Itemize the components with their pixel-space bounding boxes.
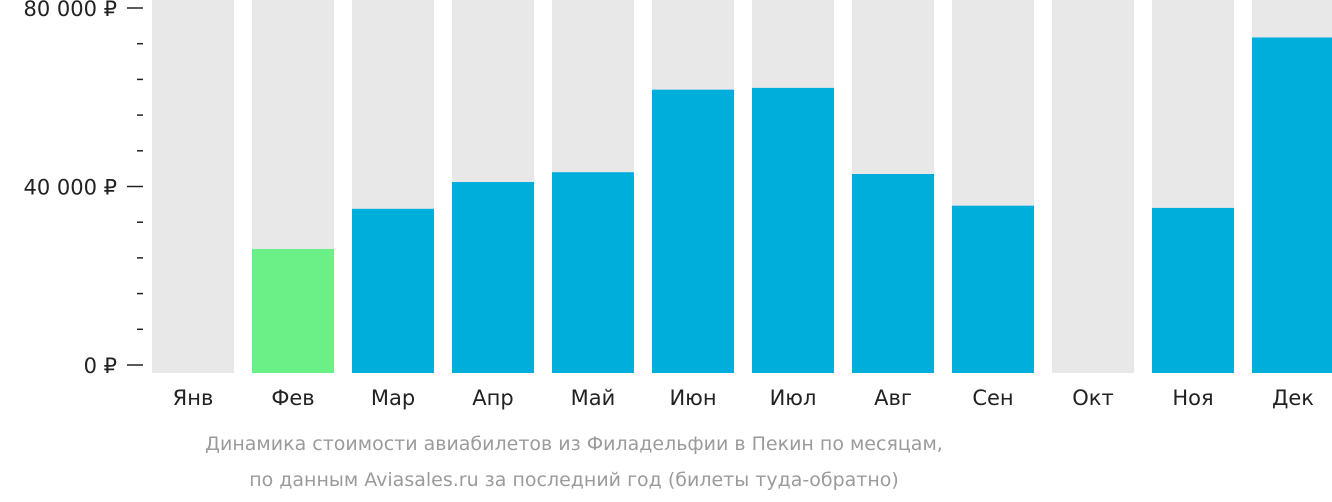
bar-8 xyxy=(852,174,934,373)
x-tick-label-5: Май xyxy=(571,386,616,410)
chart-caption-line-2: по данным Aviasales.ru за последний год … xyxy=(249,469,899,491)
bar-track-1 xyxy=(152,0,234,373)
bar-3 xyxy=(352,208,434,373)
bar-2 xyxy=(252,248,334,373)
bar-4 xyxy=(452,182,534,373)
y-tick-label-1: 0 ₽ xyxy=(84,354,117,378)
x-tick-label-12: Дек xyxy=(1272,386,1314,410)
x-tick-label-9: Сен xyxy=(972,386,1013,410)
y-tick-label-3: 80 000 ₽ xyxy=(23,0,117,21)
bar-track-10 xyxy=(1052,0,1134,373)
x-tick-label-11: Ноя xyxy=(1172,386,1213,410)
bar-5 xyxy=(552,172,634,373)
bar-11 xyxy=(1152,207,1234,373)
x-tick-label-1: Янв xyxy=(173,386,214,410)
x-tick-label-3: Мар xyxy=(371,386,415,410)
x-tick-label-8: Авг xyxy=(874,386,912,410)
bar-12 xyxy=(1252,37,1332,373)
bar-7 xyxy=(752,87,834,373)
x-tick-label-7: Июл xyxy=(770,386,817,410)
y-tick-label-2: 40 000 ₽ xyxy=(23,176,117,200)
x-tick-label-10: Окт xyxy=(1072,386,1113,410)
x-tick-label-6: Июн xyxy=(669,386,716,410)
x-tick-label-4: Апр xyxy=(472,386,513,410)
bar-6 xyxy=(652,89,734,373)
x-tick-label-2: Фев xyxy=(271,386,314,410)
chart-caption-line-1: Динамика стоимости авиабилетов из Филаде… xyxy=(205,433,943,455)
bar-9 xyxy=(952,205,1034,373)
